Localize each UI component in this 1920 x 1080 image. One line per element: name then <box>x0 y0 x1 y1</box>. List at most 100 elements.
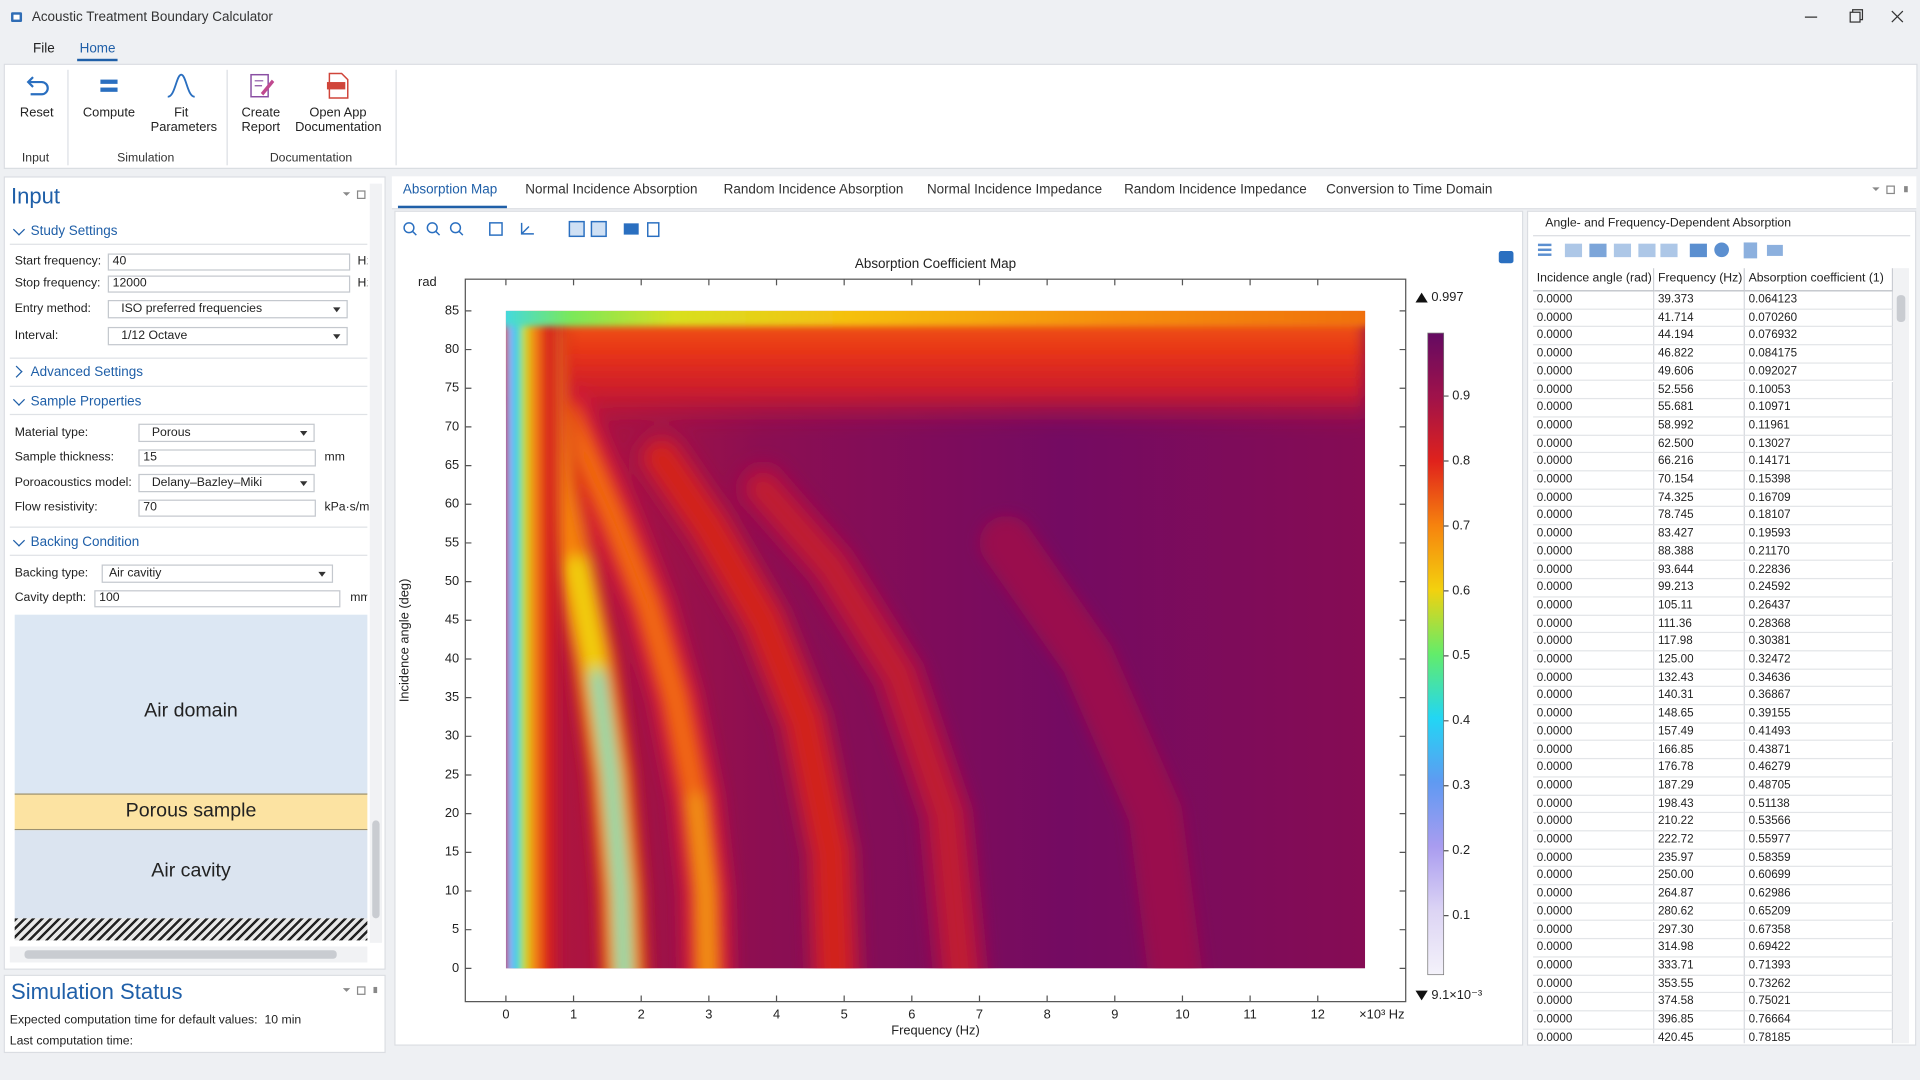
select[interactable]: Air cavitiy <box>101 564 334 583</box>
section-header[interactable]: Backing Condition <box>30 535 140 550</box>
y-tick-label: 0 <box>452 960 459 975</box>
status-label: Expected computation time for default va… <box>9 1013 258 1028</box>
tab[interactable]: Absorption Map <box>402 182 498 198</box>
fit-parameters-button[interactable]: Fit Parameters <box>143 71 219 135</box>
graphic <box>1564 243 1583 258</box>
data-table[interactable]: Incidence angle (rad) Frequency (Hz) Absor… <box>1533 268 1894 1044</box>
plot-toolbar[interactable] <box>402 220 665 240</box>
column-header[interactable]: Incidence angle (rad) <box>1533 268 1655 292</box>
section-header[interactable]: Advanced Settings <box>30 364 143 380</box>
select[interactable]: Delany–Bazley–Miki <box>138 473 315 493</box>
x-tick-label: 3 <box>705 1006 712 1021</box>
x-tick-label: 7 <box>976 1006 983 1021</box>
text-input[interactable]: 70 <box>138 499 316 517</box>
tab[interactable]: Normal Incidence Impedance <box>926 182 1103 198</box>
table-cell: 353.55 <box>1654 975 1745 994</box>
select[interactable]: 1/12 Octave <box>107 326 348 346</box>
tab[interactable]: Random Incidence Impedance <box>1124 182 1307 198</box>
ribbon-separator <box>67 69 69 166</box>
panel-controls[interactable] <box>1870 184 1914 196</box>
column-header[interactable]: Absorption coefficient (1) <box>1744 268 1894 292</box>
window-controls[interactable] <box>1798 5 1913 29</box>
graphic <box>403 220 660 238</box>
table-cell: 0.064123 <box>1744 291 1894 310</box>
column-header[interactable]: Frequency (Hz) <box>1654 268 1745 292</box>
table-cell: 0.0000 <box>1533 1029 1655 1044</box>
graphic <box>1613 243 1632 258</box>
table-cell: 0.30381 <box>1744 633 1894 652</box>
table-cell: 0.76664 <box>1744 1011 1894 1030</box>
heatmap-field <box>505 310 1366 969</box>
table-cell: 0.34636 <box>1744 669 1894 688</box>
box <box>372 820 380 919</box>
status-value: 10 min <box>264 1013 302 1028</box>
tab[interactable]: Normal Incidence Absorption <box>525 182 698 198</box>
field-label: Cavity depth: <box>14 591 87 605</box>
x-tick-label: 12 <box>1311 1006 1325 1021</box>
table-scrollbar[interactable] <box>1893 268 1909 1044</box>
text-input[interactable]: 12000 <box>107 275 351 293</box>
reset-button[interactable]: Reset <box>0 71 75 120</box>
graphic <box>342 192 351 196</box>
y-tick-label: 55 <box>445 534 459 549</box>
rigid-backing <box>14 918 368 941</box>
graphic <box>647 222 660 238</box>
graphic <box>1689 243 1707 258</box>
menu-file[interactable]: File <box>33 41 55 57</box>
table-cell: 176.78 <box>1654 759 1745 778</box>
button-label: Compute <box>82 105 136 120</box>
table-cell: 0.0000 <box>1533 525 1655 544</box>
menu-home[interactable]: Home <box>79 41 116 57</box>
table-cell: 111.36 <box>1654 615 1745 634</box>
graphic <box>568 220 585 238</box>
create-report-button[interactable]: Create Report <box>223 71 299 135</box>
select[interactable]: Porous <box>138 423 315 443</box>
section-rule <box>9 385 368 387</box>
table-cell: 0.0000 <box>1533 741 1655 760</box>
table-cell: 0.0000 <box>1533 867 1655 886</box>
table-toolbar[interactable] <box>1536 241 1793 261</box>
graphic <box>1743 242 1758 259</box>
section-rule <box>9 243 368 245</box>
table-cell: 157.49 <box>1654 723 1745 742</box>
graphic <box>1886 185 1895 195</box>
vertical-scrollbar[interactable] <box>369 183 383 943</box>
table-cell: 0.22836 <box>1744 561 1894 580</box>
text-input[interactable]: 40 <box>107 253 351 271</box>
table-cell: 0.070260 <box>1744 309 1894 328</box>
table-cell: 66.216 <box>1654 453 1745 472</box>
text-input[interactable]: 100 <box>94 590 341 608</box>
table-cell: 0.0000 <box>1533 831 1655 850</box>
table-cell: 0.73262 <box>1744 975 1894 994</box>
table-cell: 0.0000 <box>1533 921 1655 940</box>
horizontal-scrollbar[interactable] <box>9 946 368 963</box>
resonance-band <box>645 441 851 969</box>
select[interactable]: ISO preferred frequencies <box>107 300 348 319</box>
table-cell: 0.0000 <box>1533 291 1655 310</box>
y-tick-label: 60 <box>445 496 459 511</box>
tab[interactable]: Random Incidence Absorption <box>723 182 904 198</box>
diagram-label: Air cavity <box>151 860 231 882</box>
box <box>24 950 337 959</box>
section-header[interactable]: Sample Properties <box>30 394 142 409</box>
table-cell: 0.0000 <box>1533 705 1655 724</box>
text-input[interactable]: 15 <box>138 449 316 467</box>
y-tick-label: 20 <box>445 805 459 820</box>
top-edge <box>505 310 1366 327</box>
section-header[interactable]: Study Settings <box>30 224 118 239</box>
documentation-button[interactable]: Open App Documentation <box>294 71 382 135</box>
panel-controls[interactable] <box>340 984 382 996</box>
table-cell: 374.58 <box>1654 993 1745 1012</box>
table-cell: 0.36867 <box>1744 687 1894 706</box>
table-cell: 0.084175 <box>1744 345 1894 364</box>
top-band <box>505 310 1366 427</box>
compute-button[interactable]: Compute <box>71 71 147 120</box>
graphic <box>373 986 378 994</box>
field-label: Start frequency: <box>14 254 102 269</box>
table-cell: 88.388 <box>1654 543 1745 562</box>
status-panel <box>3 974 386 1054</box>
air-cavity <box>14 830 368 919</box>
x-multiplier: ×10³ Hz <box>1359 1006 1404 1021</box>
tab[interactable]: Conversion to Time Domain <box>1326 182 1493 198</box>
